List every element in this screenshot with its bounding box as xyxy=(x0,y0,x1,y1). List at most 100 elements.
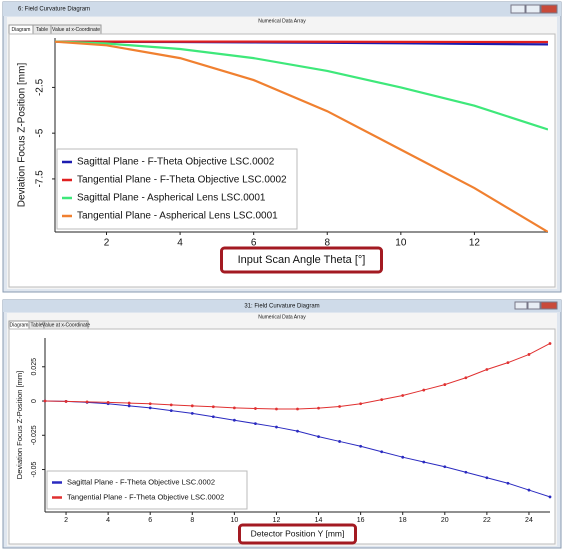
point-marker xyxy=(317,435,320,439)
x-tick-label: 14 xyxy=(315,517,323,524)
minimize-button[interactable] xyxy=(514,301,528,310)
x-axis-label: Input Scan Angle Theta [°] xyxy=(238,254,366,266)
point-marker xyxy=(401,455,405,459)
x-tick-label: 2 xyxy=(64,517,68,524)
point-marker xyxy=(506,481,510,485)
point-marker xyxy=(422,460,426,464)
y-tick-label: 0.025 xyxy=(31,358,38,376)
point-marker xyxy=(296,429,299,433)
point-marker xyxy=(211,405,215,409)
point-marker xyxy=(254,407,257,410)
y-axis-label: Deviation Focus Z-Position [mm] xyxy=(15,371,24,479)
y-tick-label: 0 xyxy=(31,399,38,403)
panel-header: Numerical Data Array xyxy=(258,314,306,320)
x-tick-label: 6 xyxy=(148,517,152,524)
point-marker xyxy=(485,368,489,371)
point-marker xyxy=(338,405,341,408)
x-label-box xyxy=(238,523,357,545)
point-marker xyxy=(211,415,215,419)
legend-box xyxy=(56,148,298,230)
point-marker xyxy=(464,376,468,380)
legend-label: Sagittal Plane - Aspherical Lens LSC.000… xyxy=(77,193,266,204)
point-marker xyxy=(275,425,278,429)
title-bar xyxy=(3,2,561,16)
point-marker xyxy=(506,361,510,365)
point-marker xyxy=(64,400,68,403)
point-marker xyxy=(148,402,152,406)
x-tick-label: 2 xyxy=(104,238,110,249)
tab-label[interactable]: Value at x-Coordinate xyxy=(42,322,90,328)
x-tick-label: 10 xyxy=(230,517,238,524)
point-marker xyxy=(317,406,320,410)
tab-label[interactable]: Table xyxy=(36,27,48,33)
maximize-button[interactable] xyxy=(525,4,541,14)
x-tick-label: 20 xyxy=(441,517,449,524)
x-tick-label: 10 xyxy=(395,238,407,249)
point-marker xyxy=(359,402,363,406)
legend-label: Tangential Plane - F-Theta Objective LSC… xyxy=(67,492,224,501)
point-marker xyxy=(232,406,236,410)
point-marker xyxy=(380,398,384,402)
x-tick-label: 12 xyxy=(469,238,481,249)
point-marker xyxy=(527,353,531,356)
tab-label[interactable]: Diagram xyxy=(12,27,31,33)
point-marker xyxy=(485,476,489,480)
y-tick-label: -7.5 xyxy=(35,170,46,188)
close-button[interactable] xyxy=(540,301,558,310)
series-line xyxy=(55,40,548,232)
tab-label[interactable]: Table xyxy=(31,322,43,328)
x-tick-label: 4 xyxy=(106,517,110,524)
panel-header: Numerical Data Array xyxy=(258,18,306,24)
point-marker xyxy=(275,407,278,411)
x-tick-label: 16 xyxy=(357,517,365,524)
point-marker xyxy=(359,444,363,448)
point-marker xyxy=(85,400,89,404)
x-tick-label: 4 xyxy=(177,238,183,249)
point-marker xyxy=(401,394,405,397)
x-axis-label: Detector Position Y [mm] xyxy=(251,528,345,538)
minimize-button[interactable] xyxy=(510,4,526,14)
legend-label: Tangential Plane - F-Theta Objective LSC… xyxy=(77,175,287,186)
point-marker xyxy=(380,450,384,454)
x-tick-label: 6 xyxy=(251,238,257,249)
point-marker xyxy=(190,404,194,408)
x-tick-label: 18 xyxy=(399,517,407,524)
point-marker xyxy=(338,440,341,443)
point-marker xyxy=(443,383,447,386)
maximize-button[interactable] xyxy=(527,301,541,310)
point-marker xyxy=(169,409,173,413)
title-bar xyxy=(3,300,561,312)
point-marker xyxy=(443,465,447,469)
y-tick-label: -0.025 xyxy=(31,425,38,445)
x-tick-label: 8 xyxy=(190,517,194,524)
point-marker xyxy=(548,342,552,345)
y-tick-label: -5 xyxy=(35,128,46,137)
point-marker xyxy=(548,495,552,499)
point-marker xyxy=(169,403,173,407)
close-button[interactable] xyxy=(540,4,558,14)
x-label-box xyxy=(220,246,383,274)
legend-label: Tangential Plane - Aspherical Lens LSC.0… xyxy=(77,211,278,222)
point-marker xyxy=(148,406,152,410)
point-marker xyxy=(527,488,531,492)
point-marker xyxy=(254,422,257,426)
legend-label: Sagittal Plane - F-Theta Objective LSC.0… xyxy=(77,157,275,168)
point-marker xyxy=(127,404,131,408)
tab-label[interactable]: Diagram xyxy=(10,322,29,328)
point-marker xyxy=(43,399,47,403)
point-marker xyxy=(232,418,236,422)
point-marker xyxy=(127,401,131,405)
legend-box xyxy=(46,470,248,510)
series-line xyxy=(55,40,548,131)
point-marker xyxy=(190,411,194,415)
x-tick-label: 24 xyxy=(525,517,533,524)
point-marker xyxy=(422,388,426,392)
point-marker xyxy=(464,470,468,474)
tab-label[interactable]: Value at x-Coordinate xyxy=(52,27,100,33)
point-marker xyxy=(106,400,110,404)
x-tick-label: 12 xyxy=(273,517,281,524)
y-tick-label: -2.5 xyxy=(35,78,46,96)
x-tick-label: 22 xyxy=(483,517,491,524)
y-tick-label: -0.05 xyxy=(31,461,38,477)
